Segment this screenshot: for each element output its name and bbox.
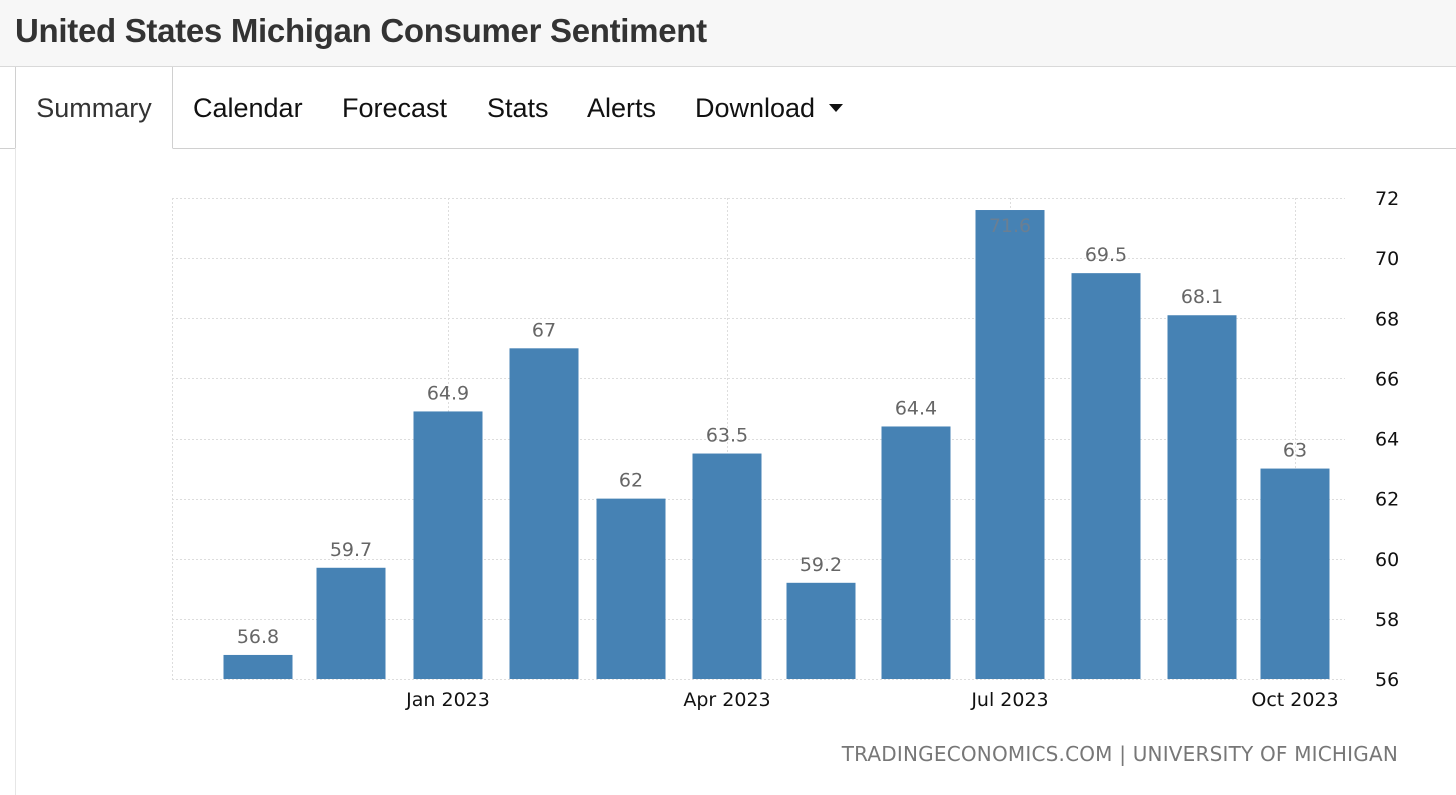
content-left-border [15, 149, 16, 795]
bar[interactable] [975, 210, 1045, 679]
y-tick-label: 56 [1375, 669, 1399, 691]
bar[interactable] [316, 567, 386, 679]
y-tick-label: 62 [1375, 489, 1399, 511]
bar[interactable] [786, 582, 856, 679]
tab-bar: Summary Calendar Forecast Stats Alerts D… [0, 67, 1456, 149]
y-tick-label: 60 [1375, 549, 1399, 571]
bar-value-label: 64.4 [895, 397, 937, 419]
bar[interactable] [596, 498, 666, 679]
bar[interactable] [692, 453, 762, 679]
bar-value-label: 56.8 [237, 626, 279, 648]
y-tick-label: 70 [1375, 248, 1399, 270]
bar-value-label: 67 [532, 319, 556, 341]
y-tick-label: 66 [1375, 368, 1399, 390]
bar-value-label: 59.7 [330, 539, 372, 561]
tab-summary[interactable]: Summary [15, 67, 173, 149]
tab-download-label: Download [695, 93, 816, 123]
bar[interactable] [223, 654, 293, 679]
bar[interactable] [1071, 273, 1141, 679]
caret-down-icon [829, 104, 844, 112]
bar[interactable] [1260, 468, 1330, 679]
bar-value-label: 63.5 [706, 425, 748, 447]
x-tick-label: Apr 2023 [683, 689, 770, 711]
tab-download[interactable]: Download [695, 67, 844, 148]
x-tick-label: Jan 2023 [405, 689, 490, 711]
bar-value-label: 69.5 [1085, 244, 1127, 266]
chart-source: TRADINGECONOMICS.COM | UNIVERSITY OF MIC… [841, 742, 1398, 766]
bar-value-label: 68.1 [1181, 286, 1223, 308]
bar-value-label: 59.2 [800, 554, 842, 576]
tab-alerts[interactable]: Alerts [587, 93, 657, 123]
bar[interactable] [1167, 315, 1237, 679]
bar[interactable] [413, 411, 483, 679]
y-axis-ticks: 72 70 68 66 64 62 60 58 56 [1375, 188, 1399, 691]
x-tick-label: Oct 2023 [1251, 689, 1338, 711]
tab-calendar[interactable]: Calendar [193, 93, 303, 123]
bar-value-label: 62 [619, 470, 643, 492]
bar-value-label: 63 [1283, 440, 1307, 462]
y-tick-label: 64 [1375, 429, 1399, 451]
bar[interactable] [881, 426, 951, 679]
bar[interactable] [509, 348, 579, 679]
y-tick-label: 68 [1375, 308, 1399, 330]
y-tick-label: 58 [1375, 609, 1399, 631]
tab-forecast[interactable]: Forecast [342, 93, 448, 123]
data-labels: 56.8 59.7 64.9 67 62 63.5 59.2 64.4 71.6 69.5 68.1… [237, 215, 1307, 648]
x-axis-ticks: Jan 2023 Apr 2023 Jul 2023 Oct 2023 [405, 689, 1338, 711]
bars [223, 210, 1330, 679]
bar-value-label: 71.6 [989, 215, 1031, 237]
tab-stats[interactable]: Stats [487, 93, 549, 123]
page-header: United States Michigan Consumer Sentimen… [0, 0, 1456, 67]
page-title: United States Michigan Consumer Sentimen… [15, 12, 707, 49]
y-tick-label: 72 [1375, 188, 1399, 210]
bar-value-label: 64.9 [427, 382, 469, 404]
x-tick-label: Jul 2023 [970, 689, 1048, 711]
